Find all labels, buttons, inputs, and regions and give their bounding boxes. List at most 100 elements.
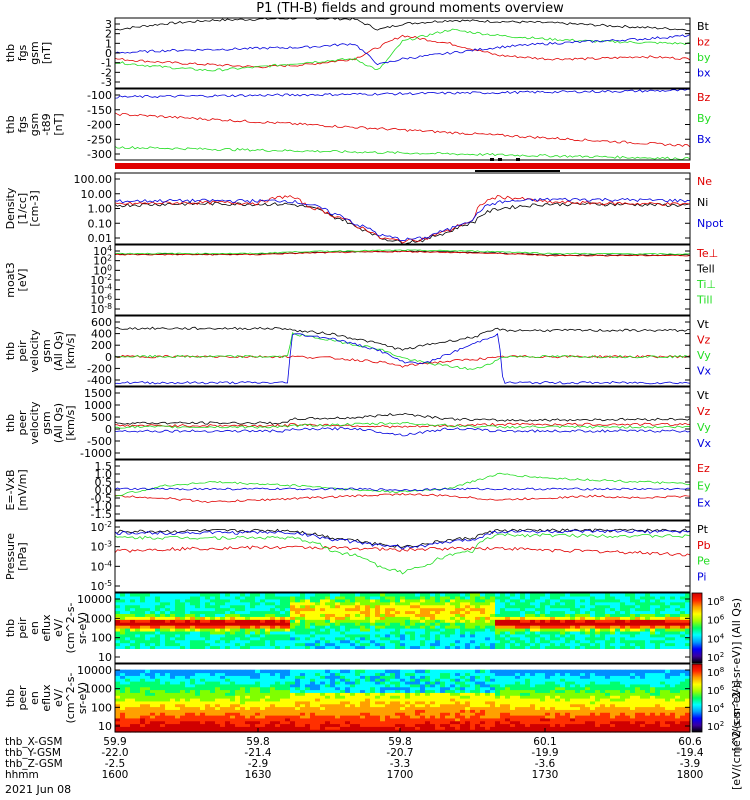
heatmap-cell: [130, 723, 136, 727]
heatmap-cell: [375, 695, 381, 699]
heatmap-cell: [600, 726, 606, 730]
heatmap-cell: [455, 723, 461, 727]
heatmap-cell: [445, 669, 451, 674]
heatmap-cell: [215, 703, 221, 708]
heatmap-cell: [335, 642, 341, 647]
heatmap-cell: [205, 636, 211, 641]
heatmap-cell: [665, 683, 671, 688]
heatmap-cell: [180, 723, 186, 727]
heatmap-cell: [180, 616, 186, 620]
heatmap-cell: [535, 642, 541, 647]
heatmap-cell: [285, 717, 291, 722]
heatmap-cell: [445, 703, 451, 708]
heatmap-cell: [215, 681, 221, 685]
heatmap-cell: [450, 669, 456, 674]
heatmap-cell: [680, 633, 686, 638]
heatmap-cell: [365, 720, 371, 725]
heatmap-cell: [565, 601, 571, 606]
heatmap-cell: [235, 613, 241, 617]
heatmap-cell: [670, 689, 676, 693]
heatmap-cell: [420, 675, 426, 679]
heatmap-cell: [450, 706, 456, 710]
heatmap-cell: [145, 645, 151, 650]
heatmap-cell: [480, 700, 486, 705]
heatmap-cell: [630, 692, 636, 696]
ylabel-line: Density: [4, 187, 17, 229]
heatmap-cell: [345, 613, 351, 617]
heatmap-cell: [300, 709, 306, 713]
heatmap-cell: [315, 678, 321, 682]
heatmap-cell: [130, 717, 136, 722]
heatmap-cell: [685, 639, 691, 644]
heatmap-cell: [470, 678, 476, 682]
heatmap-cell: [650, 698, 656, 702]
heatmap-cell: [150, 604, 156, 609]
heatmap-cell: [415, 729, 421, 733]
heatmap-cell: [265, 625, 271, 629]
heatmap-cell: [150, 642, 156, 647]
heatmap-cell: [595, 717, 601, 722]
heatmap-cell: [450, 639, 456, 644]
heatmap-cell: [550, 692, 556, 696]
heatmap-cell: [165, 628, 171, 632]
heatmap-cell: [680, 709, 686, 713]
heatmap-cell: [515, 622, 521, 626]
heatmap-cell: [250, 607, 256, 612]
heatmap-cell: [225, 726, 231, 730]
heatmap-cell: [190, 729, 196, 733]
heatmap-cell: [440, 700, 446, 705]
heatmap-cell: [150, 709, 156, 713]
heatmap-cell: [315, 613, 321, 617]
heatmap-cell: [650, 706, 656, 710]
heatmap-cell: [170, 630, 176, 635]
heatmap-cell: [635, 619, 641, 623]
heatmap-cell: [140, 595, 146, 600]
heatmap-cell: [540, 672, 546, 676]
heatmap-cell: [535, 669, 541, 674]
heatmap-cell: [250, 669, 256, 674]
heatmap-cell: [565, 598, 571, 603]
heatmap-cell: [540, 683, 546, 688]
heatmap-cell: [180, 706, 186, 710]
heatmap-cell: [245, 616, 251, 620]
heatmap-cell: [195, 645, 201, 650]
heatmap-cell: [300, 703, 306, 708]
heatmap-cell: [425, 726, 431, 730]
heatmap-cell: [630, 613, 636, 617]
heatmap-cell: [470, 645, 476, 650]
heatmap-cell: [660, 681, 666, 685]
heatmap-cell: [125, 636, 131, 641]
heatmap-cell: [530, 642, 536, 647]
heatmap-cell: [180, 681, 186, 685]
y-tick-label: -500: [87, 435, 112, 448]
heatmap-cell: [530, 604, 536, 609]
heatmap-cell: [185, 686, 191, 691]
ylabel-line: fgs: [16, 44, 29, 61]
heatmap-cell: [225, 601, 231, 606]
heatmap-cell: [380, 729, 386, 733]
heatmap-cell: [535, 689, 541, 693]
heatmap-cell: [475, 717, 481, 722]
heatmap-cell: [305, 692, 311, 696]
heatmap-cell: [495, 715, 501, 719]
heatmap-cell: [615, 595, 621, 600]
heatmap-cell: [415, 681, 421, 685]
heatmap-cell: [155, 689, 161, 693]
heatmap-cell: [380, 642, 386, 647]
heatmap-cell: [240, 633, 246, 638]
heatmap-cell: [420, 642, 426, 647]
heatmap-cell: [480, 607, 486, 612]
heatmap-cell: [640, 698, 646, 702]
heatmap-cell: [385, 622, 391, 626]
heatmap-cell: [370, 681, 376, 685]
heatmap-cell: [475, 675, 481, 679]
heatmap-cell: [680, 686, 686, 691]
heatmap-cell: [195, 613, 201, 617]
heatmap-cell: [195, 604, 201, 609]
heatmap-cell: [600, 720, 606, 725]
heatmap-cell: [320, 726, 326, 730]
heatmap-cell: [665, 607, 671, 612]
heatmap-cell: [170, 601, 176, 606]
heatmap-cell: [140, 678, 146, 682]
heatmap-cell: [565, 675, 571, 679]
